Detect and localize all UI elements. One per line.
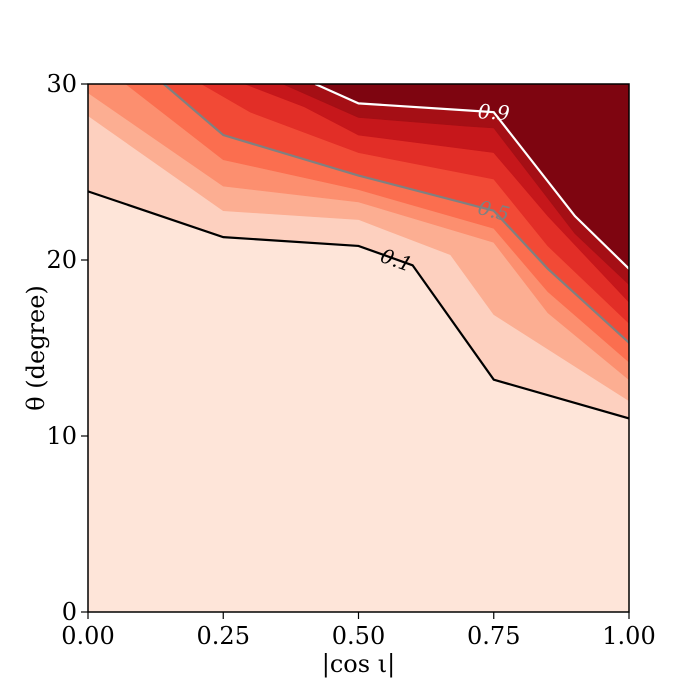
contour-line-0.1 bbox=[88, 190, 629, 420]
x-tick-label-0.75: 0.75 bbox=[467, 622, 520, 650]
y-tick-label-30: 30 bbox=[46, 70, 77, 98]
y-axis-label: θ (degree) bbox=[22, 285, 50, 411]
y-tick-label-0: 0 bbox=[62, 598, 77, 626]
x-tick-label-0.00: 0.00 bbox=[61, 622, 114, 650]
x-tick-label-0.50: 0.50 bbox=[332, 622, 385, 650]
y-tick-label-20: 20 bbox=[46, 246, 77, 274]
x-tick-label-1.00: 1.00 bbox=[602, 622, 655, 650]
x-axis-label: |cos ι| bbox=[322, 650, 395, 679]
tick-layer: 0.00 0.25 0.50 0.75 1.00 0 10 20 30 bbox=[46, 70, 655, 650]
x-tick-label-0.25: 0.25 bbox=[197, 622, 250, 650]
contour-label-layer: 0.10.50.9 bbox=[377, 99, 512, 277]
contour-fill-layer bbox=[88, 84, 629, 612]
contour-label-0.9: 0.9 bbox=[477, 99, 511, 125]
y-tick-label-10: 10 bbox=[46, 422, 77, 450]
contour-line-0.9 bbox=[314, 84, 629, 270]
contour-line-0.5 bbox=[163, 84, 629, 344]
contour-line-layer bbox=[88, 84, 629, 420]
